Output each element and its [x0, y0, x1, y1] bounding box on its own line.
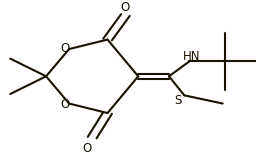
Text: O: O	[82, 142, 92, 155]
Text: S: S	[174, 94, 182, 107]
Text: O: O	[61, 42, 70, 55]
Text: O: O	[121, 1, 130, 14]
Text: HN: HN	[183, 50, 200, 63]
Text: O: O	[61, 98, 70, 111]
